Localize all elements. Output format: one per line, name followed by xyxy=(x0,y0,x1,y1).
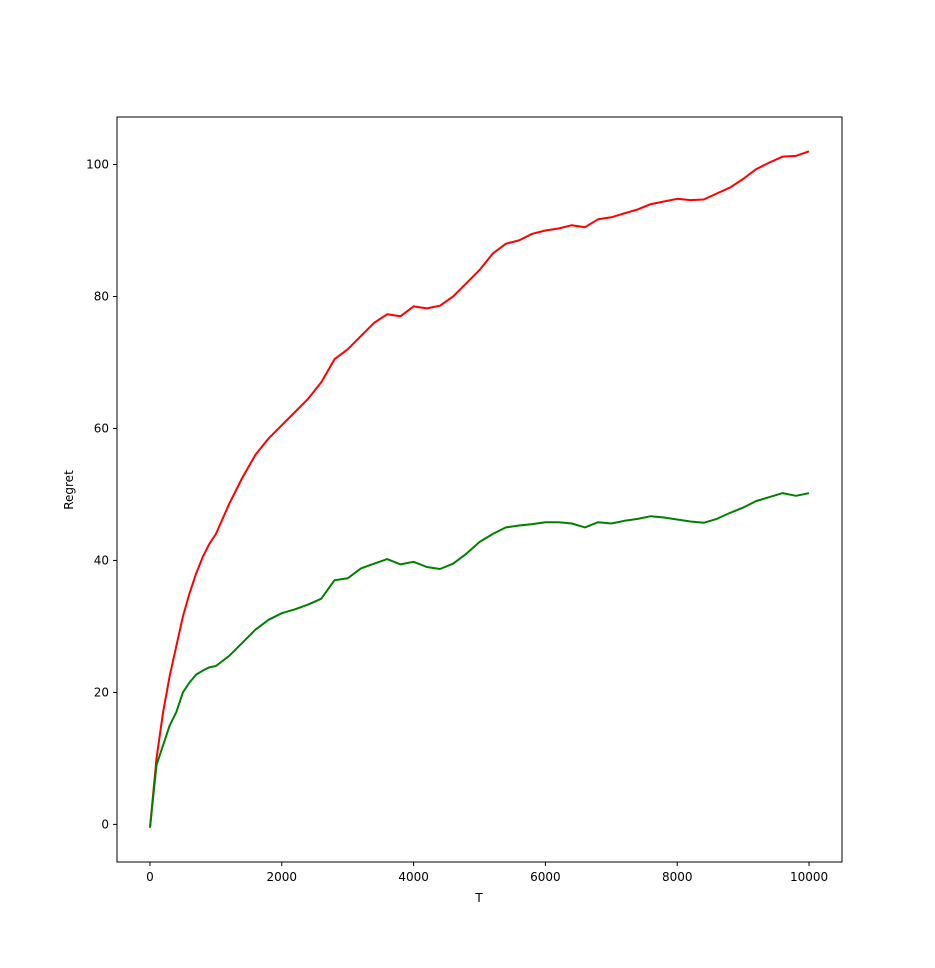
series-line-1 xyxy=(149,150,810,828)
y-axis-label: Regret xyxy=(62,470,76,510)
x-tick-label: 6000 xyxy=(530,870,561,884)
x-tick-label: 2000 xyxy=(266,870,297,884)
x-tick-label: 4000 xyxy=(398,870,429,884)
y-tick-label: 20 xyxy=(94,685,109,699)
y-tick-label: 40 xyxy=(94,553,109,567)
y-tick-label: 60 xyxy=(94,421,109,435)
x-tick-label: 10000 xyxy=(790,870,828,884)
x-axis-ticks: 0 2000 4000 6000 8000 10000 xyxy=(146,862,828,884)
x-tick-label: 8000 xyxy=(662,870,693,884)
y-axis-ticks: 0 20 40 60 80 100 xyxy=(86,158,117,831)
y-tick-label: 0 xyxy=(101,817,109,831)
x-axis-label: T xyxy=(474,891,483,905)
series-line-2 xyxy=(149,492,810,828)
y-tick-label: 80 xyxy=(94,289,109,303)
y-tick-label: 100 xyxy=(86,158,109,172)
series-lines xyxy=(149,150,810,828)
x-tick-label: 0 xyxy=(146,870,154,884)
plot-area-frame xyxy=(116,116,843,863)
